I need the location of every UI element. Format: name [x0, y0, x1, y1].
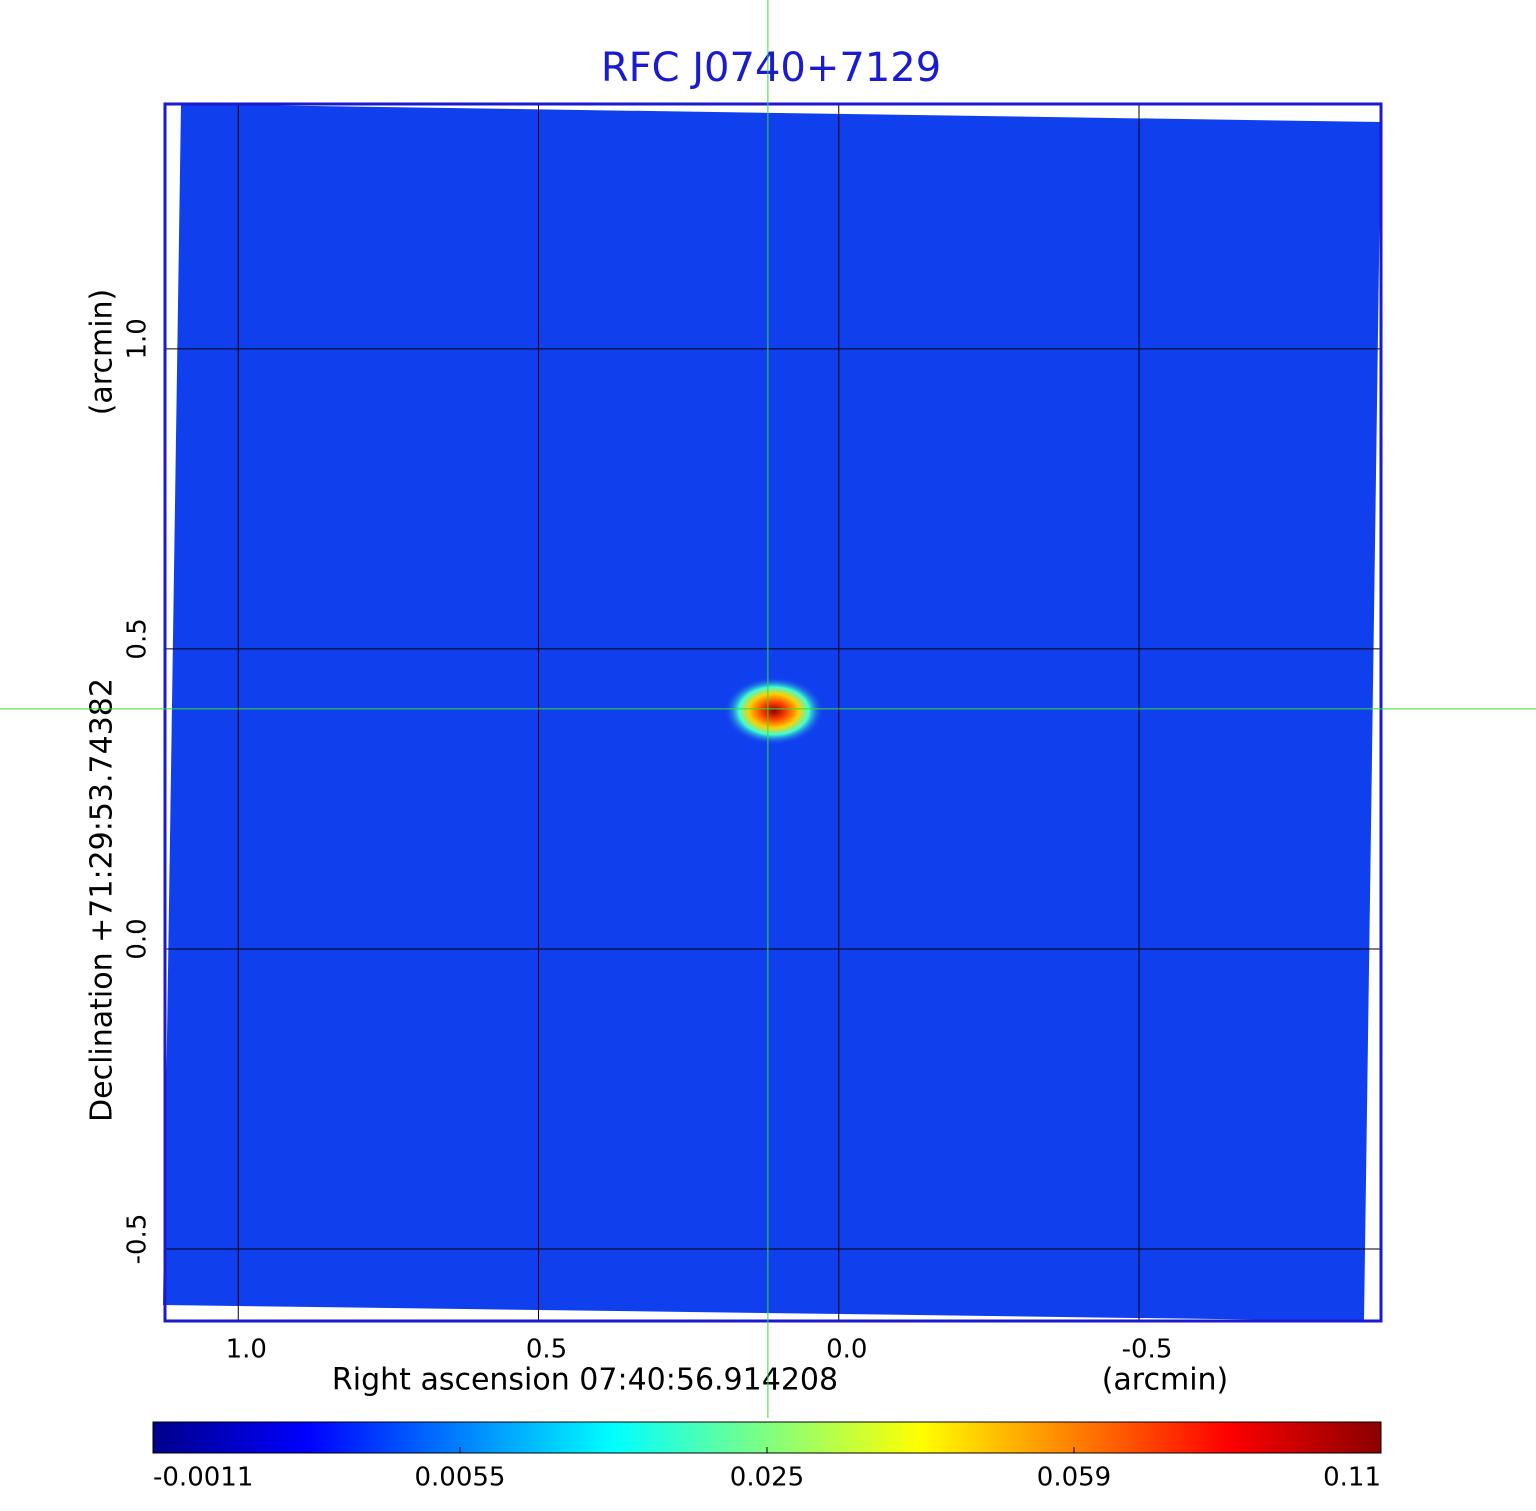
colorbar-tick-label: -0.0011 [153, 1463, 253, 1493]
y-tick-label: 1.0 [123, 318, 153, 359]
y-axis-unit: (arcmin) [85, 289, 120, 416]
source [723, 676, 824, 745]
y-tick-label: 0.0 [123, 918, 153, 959]
colorbar-tick-label: 0.025 [730, 1463, 804, 1493]
plot-frame [163, 102, 1383, 1323]
x-axis-unit: (arcmin) [1102, 1363, 1229, 1398]
colorbar-tick-label: 0.0055 [415, 1463, 506, 1493]
y-tick-label: -0.5 [123, 1214, 153, 1265]
x-tick-label: 0.5 [526, 1335, 567, 1365]
y-tick-label: 0.5 [123, 618, 153, 659]
colorbar-tick-label: 0.059 [1037, 1463, 1111, 1493]
x-tick-label: 1.0 [226, 1335, 267, 1365]
x-axis-label: Right ascension 07:40:56.914208 [332, 1363, 838, 1398]
x-tick-label: 0.0 [826, 1335, 867, 1365]
y-axis-label: Declination +71:29:53.74382 [85, 678, 120, 1122]
colorbar-tick-label: 0.11 [1323, 1463, 1381, 1493]
x-tick-label: -0.5 [1122, 1335, 1173, 1365]
chart-title: RFC J0740+7129 [601, 45, 941, 91]
